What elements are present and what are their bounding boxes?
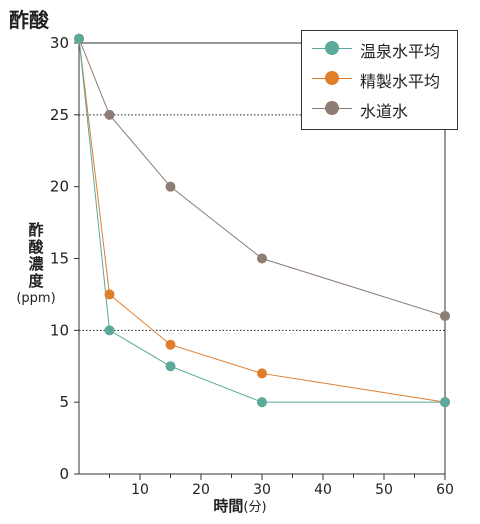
data-point (165, 181, 176, 192)
y-tick-label: 5 (59, 393, 69, 411)
data-point (257, 368, 267, 379)
x-label-unit: (分) (243, 500, 267, 515)
y-label-char: 酸 (28, 238, 44, 256)
x-label-text: 時間 (213, 497, 244, 515)
x-tick-label: 40 (314, 482, 332, 498)
y-tick-label: 25 (50, 106, 69, 124)
legend-label: 水道水 (360, 102, 409, 121)
x-axis-label: 時間(分) (0, 495, 480, 516)
legend-marker (325, 71, 339, 85)
y-label-char: 度 (28, 272, 44, 290)
data-point (257, 253, 267, 264)
x-tick-label: 50 (375, 482, 393, 498)
y-tick-label: 15 (50, 250, 69, 268)
data-point (165, 361, 176, 372)
y-tick-label: 30 (50, 34, 69, 52)
legend-marker (325, 41, 339, 55)
data-point (104, 109, 115, 120)
legend-item-tap: 水道水 (302, 97, 457, 121)
legend-item-purified: 精製水平均 (302, 67, 457, 91)
data-point (74, 33, 84, 44)
y-tick-label: 10 (50, 321, 69, 339)
y-label-char: 濃 (28, 255, 44, 273)
y-tick-label: 0 (59, 465, 69, 483)
y-label-unit: (ppm) (16, 291, 56, 306)
y-axis-label: 酢 酸 濃 度 (ppm) (10, 222, 62, 307)
x-tick-label: 20 (192, 482, 210, 498)
x-tick-label: 30 (253, 482, 271, 498)
chart-title: 酢酸 (9, 8, 49, 32)
legend: 温泉水平均 精製水平均 水道水 (301, 30, 458, 130)
data-point (257, 397, 267, 408)
legend-label: 精製水平均 (360, 72, 441, 91)
y-label-char: 酢 (28, 221, 44, 239)
data-point (104, 289, 115, 300)
y-tick-label: 20 (50, 178, 69, 196)
data-point (440, 310, 450, 321)
legend-item-onsen: 温泉水平均 (302, 37, 457, 61)
legend-marker (325, 101, 339, 115)
legend-label: 温泉水平均 (360, 42, 441, 61)
data-point (165, 339, 176, 350)
data-point (104, 325, 115, 336)
data-point (440, 397, 450, 408)
x-tick-label: 60 (436, 482, 454, 498)
x-tick-label: 10 (131, 482, 149, 498)
